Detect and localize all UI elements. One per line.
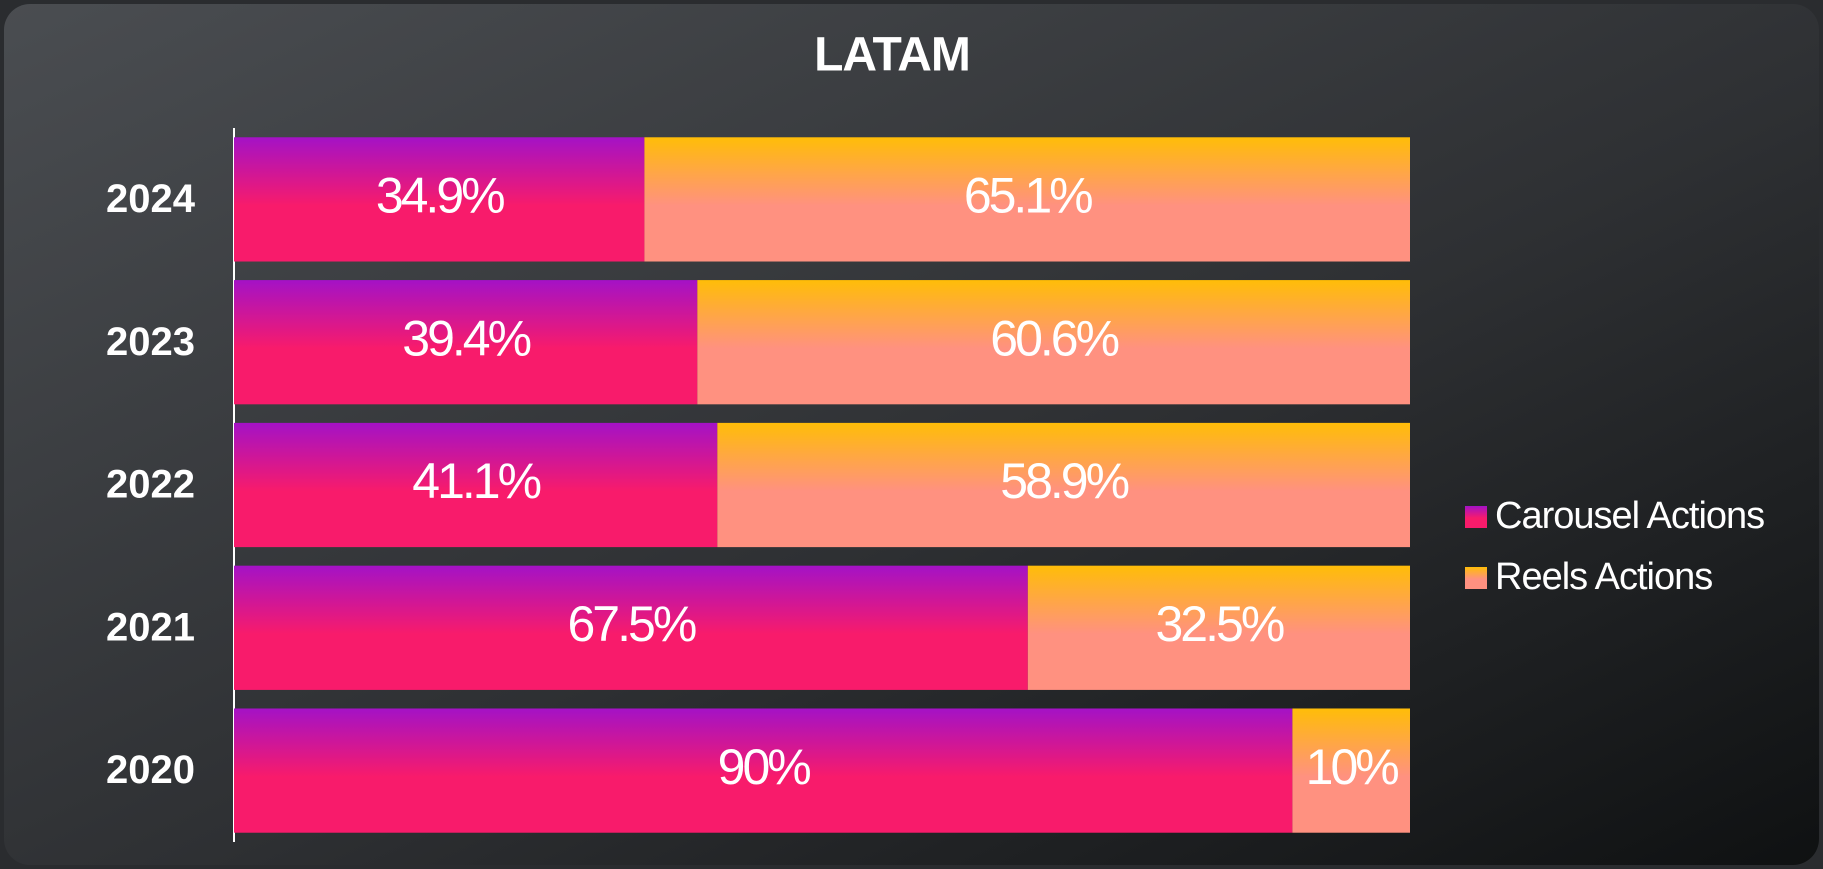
y-tick-label: 2023 [106, 320, 195, 364]
bar-segment [234, 422, 718, 548]
data-label: 39.4% [402, 310, 530, 366]
data-label: 67.5% [568, 596, 696, 652]
bar-segment [644, 137, 1410, 262]
legend-label: Reels Actions [1495, 556, 1712, 598]
data-label: 32.5% [1156, 596, 1284, 652]
data-label: 41.1% [412, 453, 540, 509]
data-label: 58.9% [1000, 453, 1128, 509]
y-tick-label: 2022 [106, 463, 195, 507]
y-tick-label: 2024 [106, 177, 196, 221]
legend-swatch [1465, 506, 1487, 528]
data-label: 90% [718, 739, 811, 795]
data-label: 10% [1306, 739, 1399, 795]
legend-swatch [1465, 567, 1487, 589]
bar-segment [234, 137, 645, 262]
legend-label: Carousel Actions [1495, 495, 1764, 537]
y-tick-label: 2021 [106, 605, 195, 649]
bar-segment [1027, 565, 1410, 690]
bar-segment [717, 422, 1410, 548]
bar-segment [697, 280, 1410, 405]
data-label: 65.1% [964, 168, 1092, 224]
bar-segment [234, 280, 698, 405]
chart-title: LATAM [814, 29, 970, 82]
bar-segment [234, 708, 1293, 833]
data-label: 60.6% [990, 310, 1118, 366]
y-tick-label: 2020 [106, 748, 195, 792]
bar-segment [234, 565, 1028, 690]
data-label: 34.9% [376, 168, 504, 224]
bar-segment [1292, 708, 1410, 833]
